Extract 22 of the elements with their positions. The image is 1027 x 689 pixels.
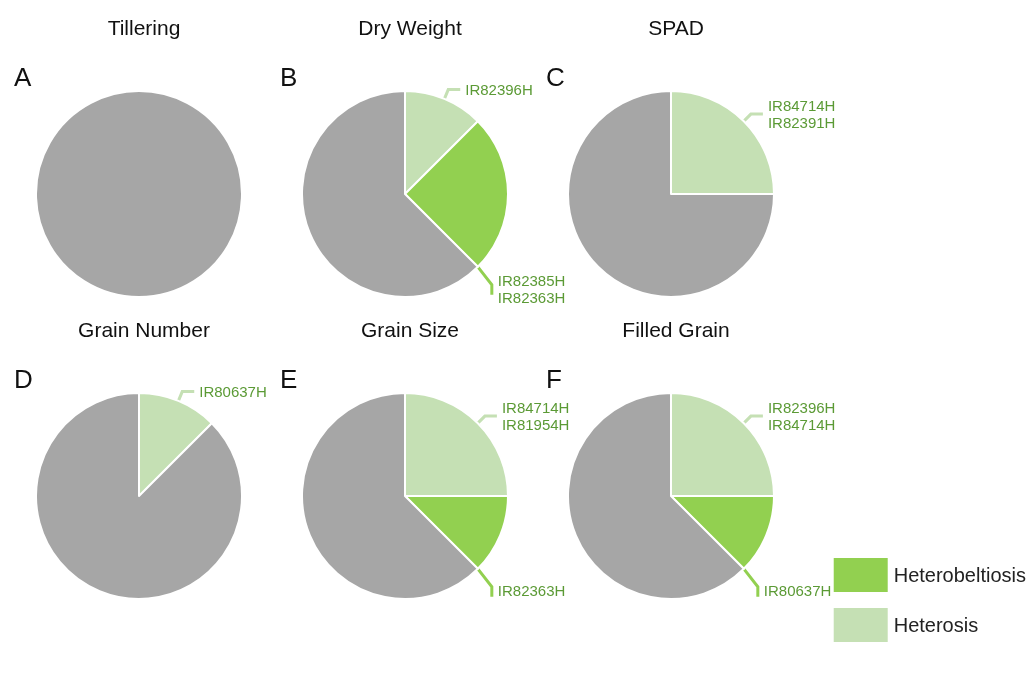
data-label: IR84714H IR81954H	[501, 399, 570, 434]
data-label: IR82396H	[465, 81, 533, 99]
text: E	[280, 364, 298, 394]
data-label: IR82396H IR84714H	[767, 399, 836, 434]
legend-label: Heterobeltiosis	[893, 564, 1027, 586]
data-label: IR80637H	[199, 383, 267, 401]
text: C	[546, 62, 565, 92]
chart-title: SPAD	[648, 16, 704, 39]
chart-title: Grain Size	[360, 318, 460, 341]
text: F	[546, 364, 562, 394]
data-label: IR82385H IR82363H	[497, 271, 566, 306]
data-label: IR84714H IR82391H	[767, 97, 836, 132]
chart-title: Filled Grain	[622, 318, 730, 341]
data-label: IR82363H	[497, 582, 566, 600]
text: B	[280, 62, 298, 92]
text: D	[14, 364, 33, 394]
data-label: IR80637H	[763, 582, 832, 600]
chart-title: Dry Weight	[358, 16, 462, 39]
legend-label: Heterosis	[893, 614, 979, 636]
chart-title: Grain Number	[78, 318, 210, 341]
text: A	[14, 62, 32, 92]
chart-title: Tillering	[107, 16, 181, 39]
